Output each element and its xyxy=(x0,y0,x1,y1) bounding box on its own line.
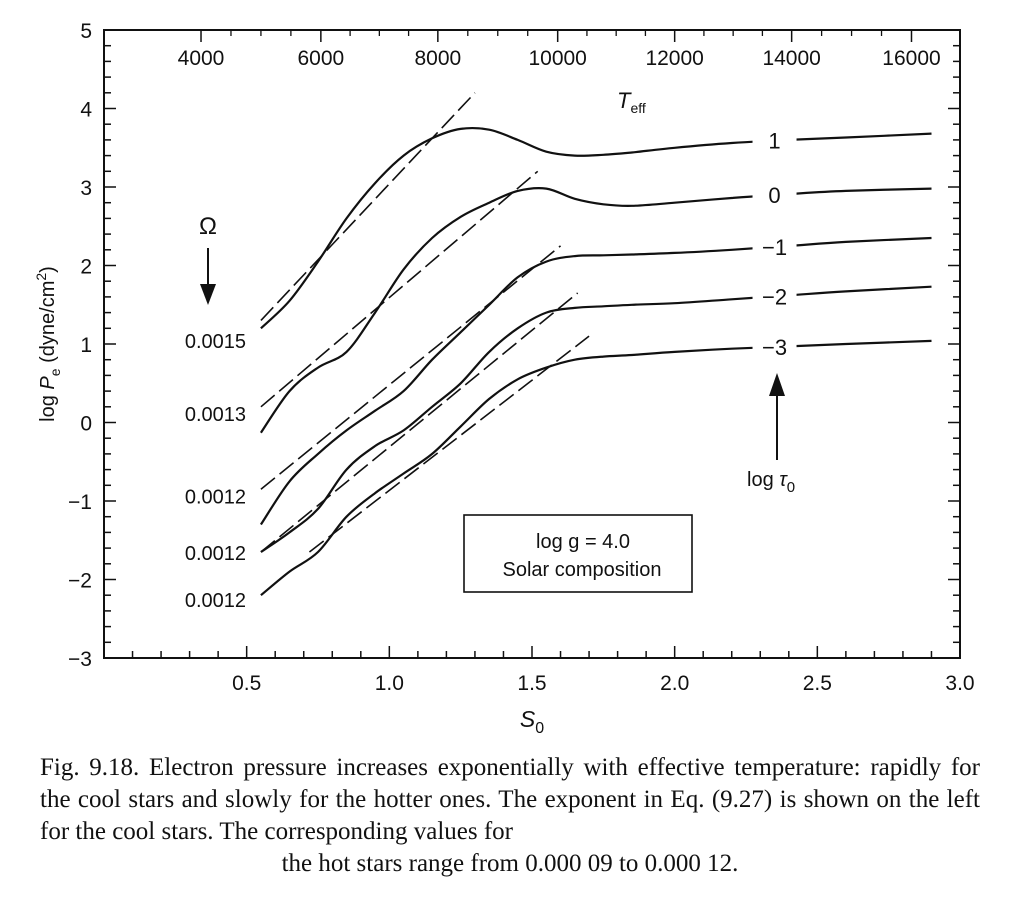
series-curves xyxy=(259,126,932,597)
omega-symbol: Ω xyxy=(199,213,217,240)
x-tick-label: 0.5 xyxy=(232,672,261,695)
fit-line xyxy=(260,170,539,408)
top-axis-title: Teff xyxy=(617,88,646,116)
omega-value: 0.0012 xyxy=(185,543,246,565)
y-tick-label: 0 xyxy=(80,413,92,436)
y-tick-label: 1 xyxy=(80,334,92,357)
x-tick-labels: 0.5 1.0 1.5 2.0 2.5 3.0 xyxy=(232,672,975,695)
y-tick-label: −1 xyxy=(68,491,92,514)
top-axis-tick-label: 6000 xyxy=(297,47,344,70)
tau-arrow-head xyxy=(769,373,785,396)
y-tick-labels: 5 4 3 2 1 0 −1 −2 −3 xyxy=(68,20,92,671)
top-axis-tick-label: 16000 xyxy=(882,47,940,70)
x-tick-label: 2.5 xyxy=(803,672,832,695)
top-axis-tick-label: 8000 xyxy=(414,47,461,70)
omega-value: 0.0012 xyxy=(185,487,246,509)
annotation-line-2: Solar composition xyxy=(503,559,662,581)
top-axis-tick-label: 10000 xyxy=(528,47,586,70)
fit-line xyxy=(308,335,590,553)
y-tick-label: −2 xyxy=(68,570,92,593)
x-axis-title: S0 xyxy=(520,706,544,737)
series-label: −3 xyxy=(762,335,787,360)
series-label-bg xyxy=(752,181,797,210)
top-axis-tick-label: 14000 xyxy=(762,47,820,70)
series-label-bg xyxy=(752,232,797,261)
x-tick-label: 1.5 xyxy=(517,672,546,695)
omega-arrow-head xyxy=(200,284,216,305)
top-axis-tick-labels: 4000 6000 8000 10000 12000 14000 16000 xyxy=(178,47,941,70)
fit-lines xyxy=(260,92,590,553)
series-label-bg xyxy=(752,332,797,361)
series-labels: 1 0 −1 −2 −3 xyxy=(752,126,797,361)
omega-value: 0.0015 xyxy=(185,331,246,353)
x-tick-label: 2.0 xyxy=(660,672,689,695)
series-line xyxy=(259,186,932,434)
annotation-line-1: log g = 4.0 xyxy=(536,531,630,553)
y-tick-label: 3 xyxy=(80,177,92,200)
annotation-box xyxy=(463,514,693,593)
series-line xyxy=(260,285,932,553)
x-tick-label: 1.0 xyxy=(375,672,404,695)
y-axis-title: log Pe (dyne/cm2) xyxy=(33,266,63,422)
top-axis-tick-label: 4000 xyxy=(178,47,225,70)
y-tick-label: 2 xyxy=(80,256,92,279)
x-tick-label: 3.0 xyxy=(945,672,974,695)
figure-caption: Fig. 9.18. Electron pressure increases e… xyxy=(40,752,980,880)
omega-value: 0.0013 xyxy=(185,404,246,426)
fit-line xyxy=(260,92,476,321)
axis-ticks xyxy=(104,30,960,658)
fit-line xyxy=(260,292,579,553)
fit-line xyxy=(260,245,562,490)
omega-value: 0.0012 xyxy=(185,590,246,612)
series-label: 1 xyxy=(768,129,780,154)
series-line xyxy=(260,126,932,330)
series-line xyxy=(260,339,932,597)
series-label: −2 xyxy=(762,284,787,309)
series-line xyxy=(259,236,932,526)
tau-label: log τ0 xyxy=(747,469,795,496)
y-tick-label: 4 xyxy=(80,99,92,122)
y-tick-label: 5 xyxy=(80,20,92,43)
caption-last-line: the hot stars range from 0.000 09 to 0.0… xyxy=(281,850,739,877)
omega-value-labels: 0.0015 0.0013 0.0012 0.0012 0.0012 xyxy=(185,331,246,612)
series-label-bg xyxy=(752,126,797,155)
y-tick-label: −3 xyxy=(68,648,92,671)
top-axis-tick-label: 12000 xyxy=(645,47,703,70)
series-label: 0 xyxy=(768,183,780,208)
chart: 5 4 3 2 1 0 −1 −2 −3 0.5 1.0 1.5 2.0 2.5 3.0 4000 6000… xyxy=(33,20,975,737)
series-label: −1 xyxy=(762,235,787,260)
series-label-bg xyxy=(752,282,797,311)
caption-body: Fig. 9.18. Electron pressure increases e… xyxy=(40,754,980,845)
